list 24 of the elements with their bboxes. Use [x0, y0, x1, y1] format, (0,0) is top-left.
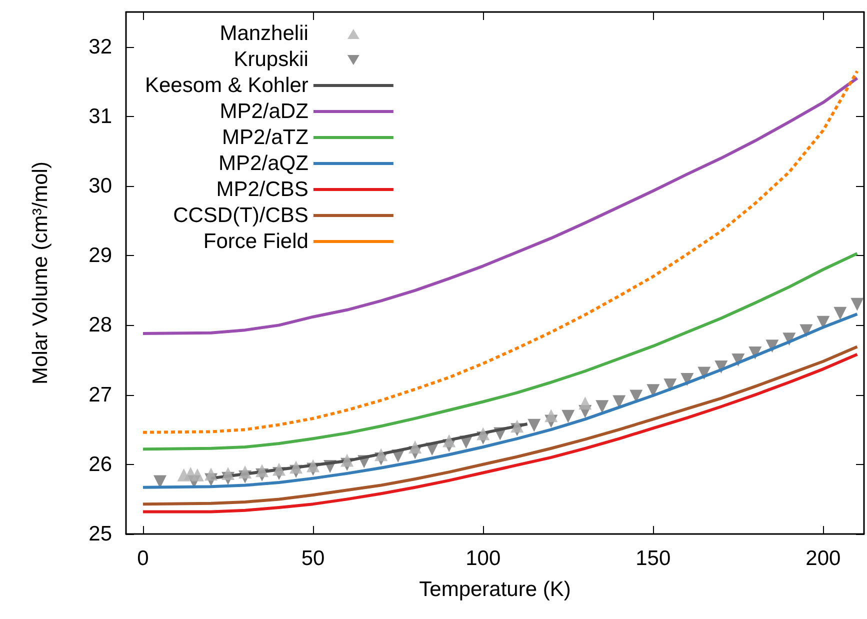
x-tick-label: 100: [466, 547, 501, 570]
legend-label: MP2/aTZ: [222, 126, 309, 149]
x-tick-label: 200: [806, 547, 841, 570]
y-tick-label: 26: [88, 452, 112, 476]
y-tick-label: 27: [88, 383, 112, 406]
x-tick-label: 50: [301, 547, 325, 570]
x-tick-label: 150: [636, 547, 671, 570]
y-tick-label: 25: [88, 522, 112, 546]
y-tick-label: 30: [88, 174, 112, 198]
y-tick-label: 31: [88, 104, 112, 128]
y-tick-label: 28: [88, 314, 112, 337]
legend-label: Keesom & Kohler: [144, 74, 308, 97]
y-tick-label: 32: [88, 35, 112, 58]
y-tick-label: 29: [88, 244, 112, 268]
legend-label: Force Field: [203, 230, 308, 253]
legend-label: Manzhelii: [220, 22, 308, 45]
legend-label: MP2/aQZ: [218, 152, 309, 175]
legend-label: CCSD(T)/CBS: [173, 204, 308, 227]
legend-label: Krupskii: [234, 48, 308, 71]
legend-label: MP2/CBS: [216, 178, 308, 201]
x-axis-title: Temperature (K): [419, 578, 571, 601]
y-axis-title: Molar Volume (cm³/mol): [29, 162, 52, 384]
x-tick-label: 0: [137, 547, 149, 570]
legend-label: MP2/aDZ: [220, 100, 309, 123]
